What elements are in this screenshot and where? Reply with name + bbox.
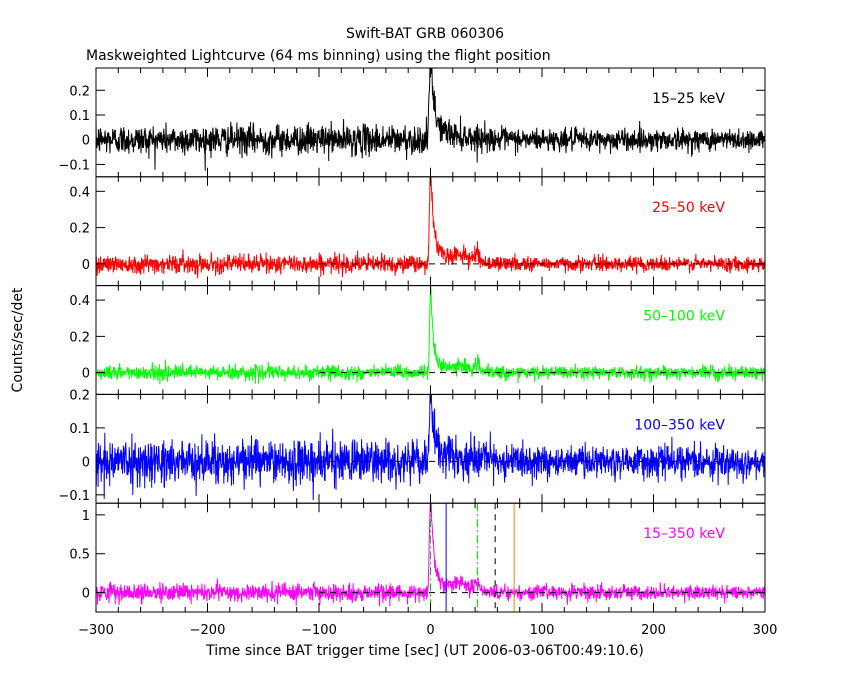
- y-tick-label: 0.5: [69, 548, 90, 563]
- x-tick-label: 0: [426, 623, 434, 638]
- x-axis: −300 −200 −100 0 100 200 300: [78, 623, 777, 638]
- panel-5: 0 0.5 1 15–350 keV: [69, 502, 766, 613]
- y-tick-label: −0.1: [58, 158, 90, 173]
- band-label: 15–25 keV: [652, 91, 725, 107]
- x-axis-label: Time since BAT trigger time [sec] (UT 20…: [205, 643, 644, 659]
- band-label: 15–350 keV: [643, 526, 725, 542]
- y-tick-label: 0.1: [69, 422, 90, 437]
- y-tick-label: −0.1: [58, 489, 90, 504]
- y-axis-label: Counts/sec/det: [10, 287, 26, 392]
- x-tick-label: −100: [301, 623, 337, 638]
- panels-group: −0.1 0 0.1 0.2 15–25 keV 0 0.2 0.4 25–50 keV 0 0.2…: [58, 67, 766, 613]
- x-tick-label: −300: [78, 623, 114, 638]
- y-tick-label: 0: [82, 455, 90, 470]
- y-tick-label: 0: [82, 134, 90, 149]
- y-tick-label: 0.2: [69, 222, 90, 237]
- panel-3: 0 0.2 0.4 50–100 keV: [69, 285, 766, 395]
- panel-1: −0.1 0 0.1 0.2 15–25 keV: [58, 67, 766, 178]
- series-line-1: [96, 68, 765, 171]
- series-line-2: [96, 176, 765, 279]
- band-label: 50–100 keV: [643, 309, 725, 325]
- x-tick-label: 100: [530, 623, 555, 638]
- panel-2: 0 0.2 0.4 25–50 keV: [69, 176, 766, 287]
- panel-4: −0.1 0 0.1 0.2 100–350 keV: [58, 388, 766, 504]
- chart-title: Swift-BAT GRB 060306: [346, 26, 504, 42]
- y-tick-label: 1: [82, 509, 90, 524]
- x-tick-label: 200: [641, 623, 666, 638]
- y-tick-label: 0: [82, 587, 90, 602]
- y-tick-label: 0: [82, 367, 90, 382]
- y-tick-label: 0: [82, 258, 90, 273]
- chart-subtitle: Maskweighted Lightcurve (64 ms binning) …: [86, 48, 551, 64]
- panel-frame: [95, 67, 766, 178]
- band-label: 25–50 keV: [652, 200, 725, 216]
- x-tick-label: 300: [753, 623, 778, 638]
- band-label: 100–350 keV: [634, 417, 725, 433]
- series-line-5: [96, 503, 765, 607]
- y-tick-label: 0.2: [69, 84, 90, 99]
- y-tick-label: 0.1: [69, 109, 90, 124]
- y-tick-label: 0.2: [69, 330, 90, 345]
- y-tick-label: 0.4: [69, 185, 90, 200]
- series-line-3: [96, 285, 765, 385]
- series-line-4: [96, 394, 765, 501]
- y-tick-label: 0.4: [69, 294, 90, 309]
- y-tick-label: 0.2: [69, 388, 90, 403]
- x-tick-label: −200: [190, 623, 226, 638]
